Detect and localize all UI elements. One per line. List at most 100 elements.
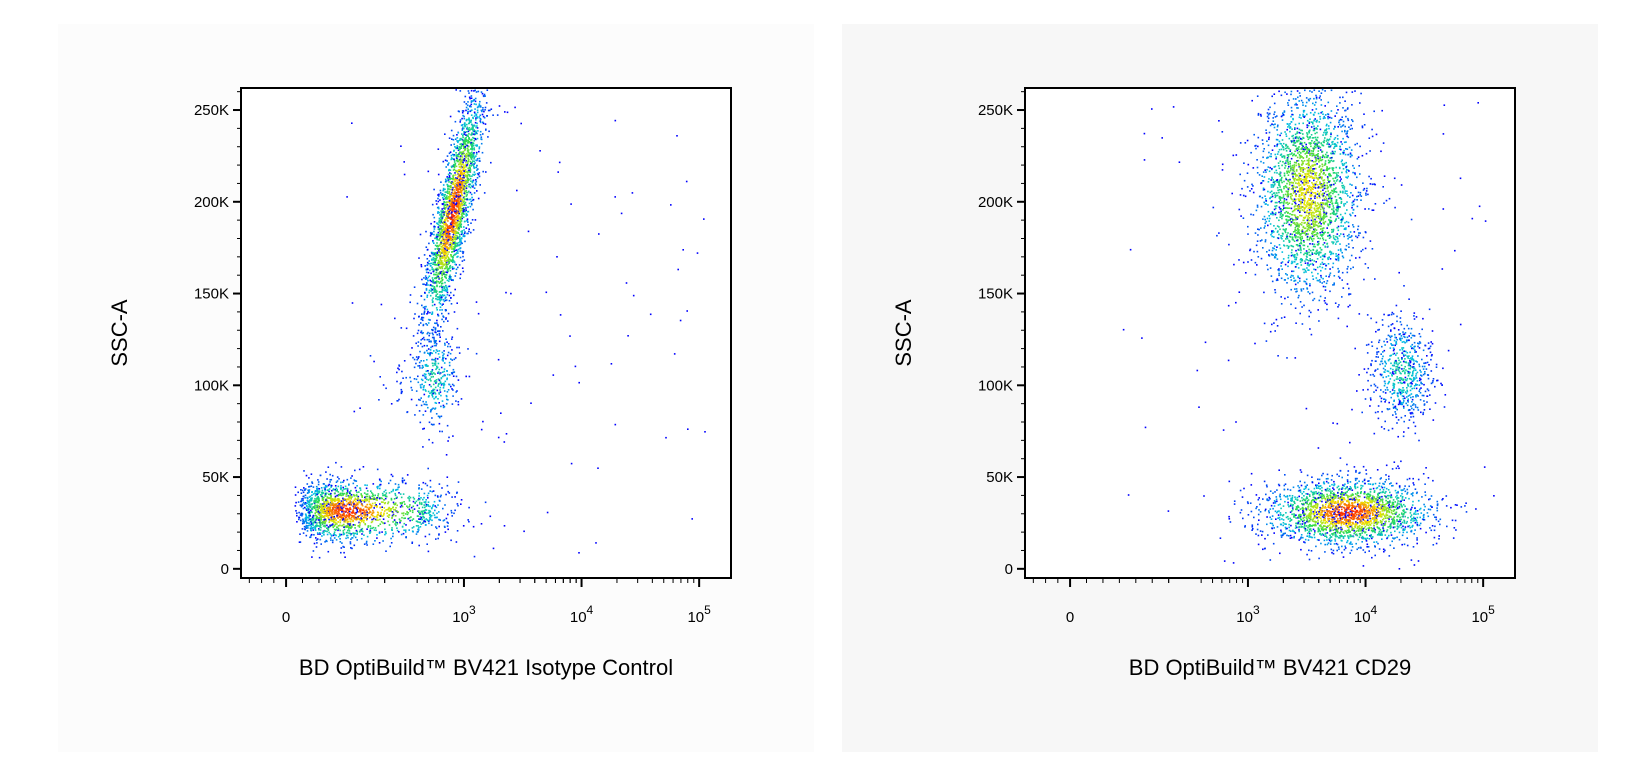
data-point — [453, 166, 456, 168]
data-point — [463, 127, 465, 130]
data-point — [424, 506, 426, 509]
data-point — [424, 508, 427, 511]
data-point — [377, 514, 379, 516]
data-point — [423, 298, 426, 301]
data-point — [380, 480, 382, 483]
data-point — [455, 234, 457, 237]
data-point — [322, 512, 325, 514]
data-point — [451, 243, 453, 246]
data-point — [459, 277, 461, 280]
data-point — [447, 312, 450, 315]
data-point — [1300, 290, 1303, 292]
data-point — [338, 508, 341, 511]
data-point — [415, 520, 418, 522]
data-point — [440, 229, 443, 231]
data-point — [466, 214, 469, 216]
data-point — [423, 496, 425, 499]
data-point — [307, 527, 309, 529]
data-point — [459, 224, 462, 226]
data-point — [442, 196, 444, 199]
data-point — [424, 410, 427, 412]
data-point — [309, 500, 311, 502]
data-point — [469, 120, 472, 123]
data-point — [346, 478, 349, 481]
data-point — [454, 223, 457, 226]
data-point — [446, 424, 449, 427]
data-point — [454, 275, 457, 277]
data-point — [461, 182, 463, 185]
data-point — [304, 506, 306, 509]
data-point — [620, 212, 623, 215]
data-point — [317, 510, 320, 513]
data-point — [440, 215, 443, 217]
data-point — [492, 114, 494, 116]
data-point — [429, 294, 432, 297]
data-point — [459, 188, 461, 190]
data-point — [437, 353, 440, 355]
data-point — [457, 179, 459, 181]
data-point — [311, 482, 314, 484]
data-point — [370, 514, 373, 516]
data-point — [466, 181, 468, 184]
data-point — [336, 523, 338, 525]
data-point — [470, 97, 473, 99]
data-point — [316, 542, 318, 544]
data-point — [450, 303, 453, 305]
data-point — [423, 344, 426, 347]
data-point — [1295, 322, 1297, 324]
data-point — [347, 536, 349, 539]
data-point — [455, 178, 457, 181]
data-point — [670, 204, 672, 206]
data-point — [325, 520, 327, 522]
data-point — [448, 185, 450, 188]
data-point — [317, 487, 319, 490]
data-point — [447, 270, 449, 273]
data-point — [429, 332, 431, 335]
data-point — [325, 492, 328, 495]
data-point — [427, 318, 430, 321]
data-point — [477, 197, 480, 200]
data-point — [441, 233, 444, 235]
data-point — [313, 542, 316, 545]
data-point — [468, 140, 471, 143]
data-point — [470, 105, 472, 108]
data-point — [366, 544, 368, 546]
data-point — [454, 228, 456, 230]
data-point — [442, 189, 444, 192]
data-point — [473, 163, 475, 165]
data-point — [330, 484, 333, 487]
data-point — [1326, 184, 1329, 187]
data-point — [1342, 256, 1345, 259]
data-point — [1308, 191, 1311, 194]
data-point — [364, 515, 366, 517]
data-point — [387, 508, 390, 511]
data-point — [451, 208, 453, 211]
data-point — [459, 250, 462, 252]
data-point — [441, 217, 443, 219]
data-point — [1301, 237, 1304, 240]
data-point — [454, 174, 457, 176]
data-point — [430, 290, 432, 292]
data-point — [1324, 90, 1326, 92]
data-point — [437, 313, 439, 316]
data-point — [427, 331, 429, 334]
data-point — [465, 156, 467, 159]
data-point — [396, 527, 398, 529]
data-point — [1301, 144, 1303, 146]
data-point — [450, 244, 453, 247]
data-point — [478, 104, 481, 107]
data-point — [309, 518, 311, 521]
data-point — [434, 252, 437, 254]
data-point — [435, 526, 437, 528]
data-point — [455, 225, 457, 227]
data-point — [353, 516, 355, 519]
data-point — [451, 183, 454, 185]
data-point — [443, 201, 445, 204]
data-point — [476, 125, 478, 127]
data-point — [444, 297, 447, 299]
data-point — [394, 492, 396, 495]
data-point — [441, 276, 443, 279]
data-point — [352, 532, 355, 534]
data-point — [451, 515, 453, 517]
data-point — [1310, 167, 1312, 169]
